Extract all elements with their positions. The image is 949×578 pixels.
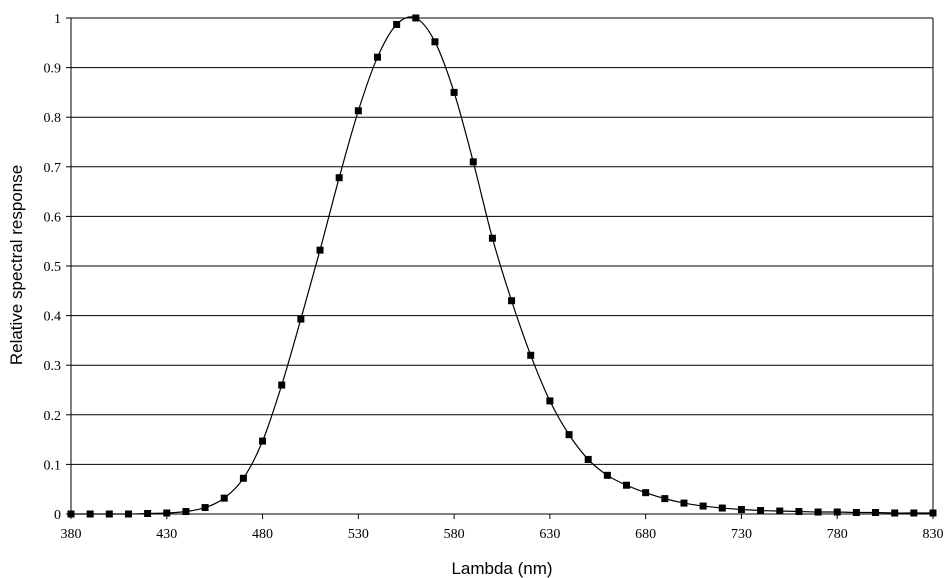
y-axis-tick-labels: 0 0.1 0.2 0.3 0.4 0.5 0.6 0.7 0.8 0.9 1 (44, 12, 62, 523)
data-point-43 (891, 509, 899, 517)
data-point-1 (86, 510, 94, 518)
y-tick-label-10: 1 (54, 12, 61, 27)
data-point-42 (872, 509, 880, 517)
y-tick-label-5: 0.5 (44, 260, 62, 275)
x-tick-label-8: 780 (827, 527, 848, 542)
data-point-6 (182, 508, 190, 516)
data-point-31 (661, 495, 669, 503)
data-point-14 (335, 174, 343, 182)
y-tick-label-7: 0.7 (44, 161, 62, 176)
data-point-34 (718, 504, 726, 512)
grid-lines (71, 17, 933, 465)
data-point-3 (124, 510, 132, 518)
x-tick-label-7: 730 (731, 527, 752, 542)
x-tick-label-1: 430 (156, 527, 177, 542)
y-tick-label-8: 0.8 (44, 111, 62, 126)
data-point-26 (565, 431, 573, 439)
data-point-9 (239, 474, 247, 482)
x-tick-label-6: 680 (635, 527, 656, 542)
data-point-4 (144, 510, 152, 518)
y-tick-label-9: 0.9 (44, 62, 62, 77)
x-axis-tick-labels: 380 430 480 530 580 630 680 730 780 830 (61, 527, 944, 542)
data-point-37 (776, 507, 784, 515)
y-tick-label-1: 0.1 (44, 458, 62, 473)
data-point-38 (795, 508, 803, 516)
y-tick-label-4: 0.4 (44, 310, 62, 325)
x-tick-label-9: 830 (923, 527, 944, 542)
data-point-36 (757, 507, 765, 515)
data-point-40 (833, 508, 841, 516)
data-point-7 (201, 504, 209, 512)
data-point-21 (469, 158, 477, 166)
x-tick-label-4: 580 (444, 527, 465, 542)
data-point-11 (278, 381, 286, 389)
data-point-20 (450, 88, 458, 96)
series-line (70, 16, 933, 515)
y-tick-label-3: 0.3 (44, 359, 62, 374)
data-point-30 (642, 489, 650, 497)
data-point-29 (623, 481, 631, 489)
data-point-8 (220, 494, 228, 502)
data-point-18 (412, 14, 420, 22)
data-point-19 (431, 38, 439, 46)
data-point-41 (852, 509, 860, 517)
y-tick-label-6: 0.6 (44, 210, 62, 225)
data-point-27 (584, 455, 592, 463)
data-point-0 (67, 510, 75, 518)
series-markers (67, 14, 937, 518)
data-point-13 (316, 246, 324, 254)
data-point-44 (910, 509, 918, 517)
data-point-10 (259, 437, 267, 445)
data-point-45 (929, 509, 937, 517)
data-point-16 (373, 53, 381, 61)
data-point-39 (814, 508, 822, 516)
x-tick-label-5: 630 (539, 527, 560, 542)
data-point-2 (105, 510, 113, 518)
data-point-35 (737, 506, 745, 514)
data-point-23 (508, 297, 516, 305)
data-point-24 (527, 351, 535, 359)
data-point-28 (603, 471, 611, 479)
axes (66, 17, 934, 519)
data-point-22 (488, 234, 496, 242)
x-tick-label-0: 380 (61, 527, 82, 542)
data-point-12 (297, 315, 305, 323)
y-axis-title: Relative spectral response (7, 165, 26, 365)
x-tick-label-3: 530 (348, 527, 369, 542)
x-tick-label-2: 480 (252, 527, 273, 542)
y-tick-label-0: 0 (54, 508, 61, 523)
data-point-32 (680, 499, 688, 507)
y-tick-label-2: 0.2 (44, 409, 62, 424)
data-point-33 (699, 502, 707, 510)
data-point-25 (546, 397, 554, 405)
x-axis-title: Lambda (nm) (451, 559, 552, 578)
data-point-5 (163, 509, 171, 517)
data-point-15 (354, 107, 362, 115)
data-point-17 (393, 20, 401, 28)
